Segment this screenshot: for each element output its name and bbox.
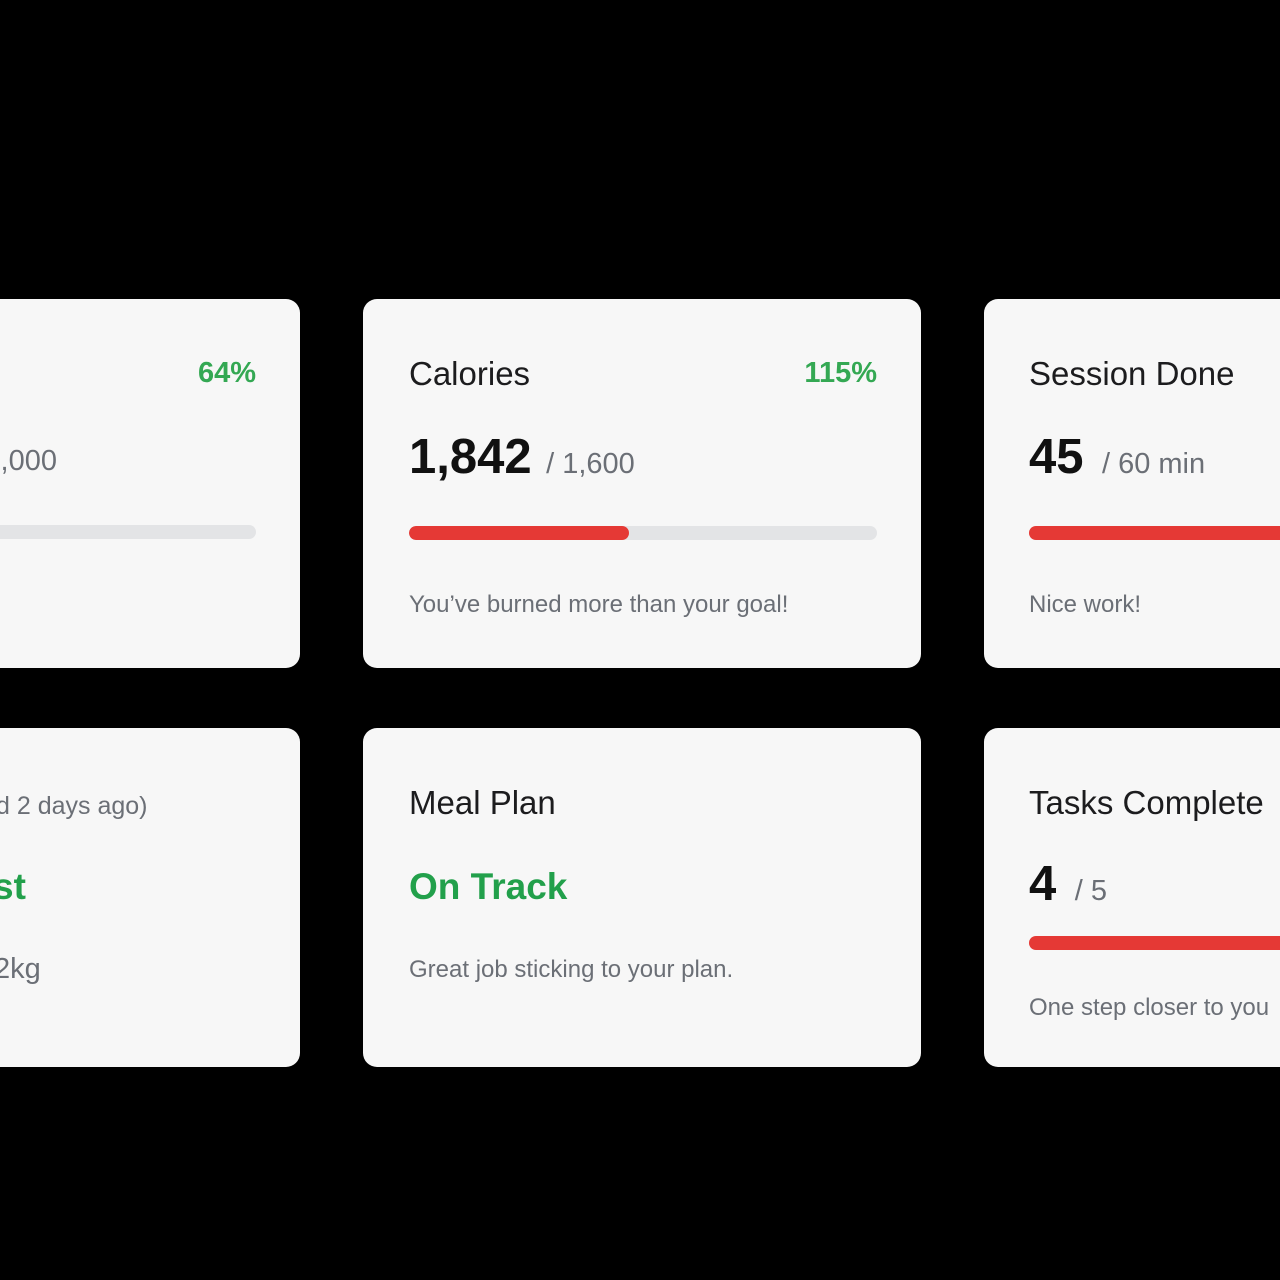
weight-subtitle: d 2 days ago) (0, 792, 148, 820)
session-message: Nice work! (1029, 591, 1142, 618)
calories-progress-fill (409, 526, 629, 540)
steps-progress-track (0, 525, 256, 539)
card-steps[interactable]: 64% ,000 (0, 299, 300, 668)
weight-detail: 2kg (0, 953, 41, 985)
card-meal-plan[interactable]: Meal Plan On Track Great job sticking to… (363, 728, 921, 1067)
session-title: Session Done (1029, 355, 1235, 392)
session-value: 45 (1029, 430, 1084, 484)
calories-progress-track (409, 526, 877, 540)
session-progress-track (1029, 526, 1280, 540)
calories-title: Calories (409, 355, 531, 392)
calories-message: You’ve burned more than your goal! (409, 591, 789, 618)
session-value-row: 45 / 60 min (1029, 429, 1205, 485)
card-calories[interactable]: Calories 115% 1,842 / 1,600 You’ve burne… (363, 299, 921, 668)
tasks-message: One step closer to you (1029, 994, 1270, 1021)
weight-status: st (0, 866, 26, 907)
card-tasks[interactable]: Tasks Complete 4 / 5 One step closer to … (984, 728, 1280, 1067)
calories-percent: 115% (804, 357, 877, 389)
steps-goal: ,000 (0, 445, 57, 477)
card-session[interactable]: Session Done 45 / 60 min Nice work! (984, 299, 1280, 668)
card-weight[interactable]: d 2 days ago) st 2kg (0, 728, 300, 1067)
tasks-goal: / 5 (1074, 875, 1107, 907)
calories-value-row: 1,842 / 1,600 (409, 429, 635, 485)
calories-goal: / 1,600 (546, 448, 635, 480)
calories-value: 1,842 (409, 430, 532, 484)
session-goal: / 60 min (1101, 448, 1206, 480)
tasks-title: Tasks Complete (1029, 784, 1264, 821)
meal-plan-title: Meal Plan (409, 784, 556, 821)
meal-plan-message: Great job sticking to your plan. (409, 956, 734, 983)
steps-percent: 64% (197, 357, 256, 389)
tasks-progress-track (1029, 936, 1280, 950)
tasks-value: 4 (1029, 857, 1057, 911)
tasks-value-row: 4 / 5 (1029, 856, 1107, 912)
meal-plan-status: On Track (409, 866, 568, 907)
